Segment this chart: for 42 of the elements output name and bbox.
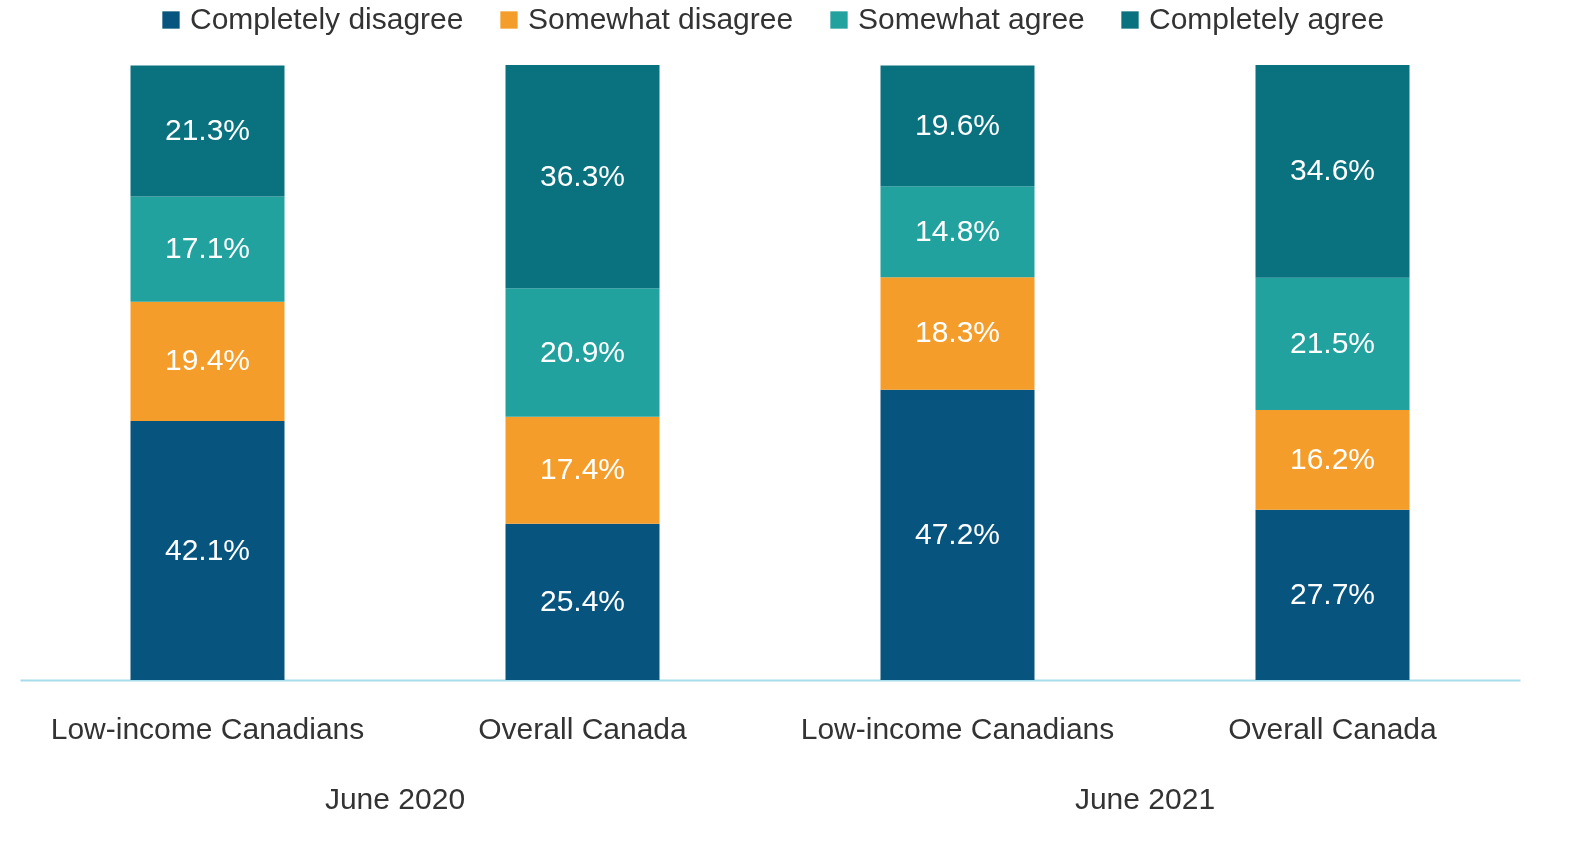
data-label: 17.1% — [164, 231, 251, 265]
bar — [505, 523, 660, 680]
data-label: 16.2% — [1289, 441, 1376, 475]
data-label: 19.6% — [914, 107, 1001, 141]
data-label: 18.3% — [914, 315, 1001, 349]
text: June 2021 — [1074, 782, 1216, 815]
bar — [505, 416, 660, 524]
data-label: 19.4% — [164, 343, 251, 377]
data-label: 25.4% — [539, 583, 626, 617]
data-label: 21.3% — [164, 113, 251, 147]
bar — [505, 65, 660, 289]
x-tick-label: Overall Canada — [1228, 711, 1438, 745]
data-label: 42.1% — [164, 532, 251, 566]
data-label: 47.2% — [914, 516, 1001, 550]
bar — [1255, 65, 1410, 278]
legend-label: Completely disagree — [190, 2, 464, 35]
data-label: 14.8% — [914, 213, 1001, 247]
x-tick-label: Overall Canada — [478, 711, 688, 745]
data-label: 17.4% — [539, 452, 626, 486]
data-label: 36.3% — [539, 158, 626, 192]
bar — [1255, 509, 1410, 680]
x-tick-label: Low-income Canadians — [50, 711, 365, 745]
data-label: 21.5% — [1289, 325, 1376, 359]
bar — [505, 288, 660, 417]
legend-label: Somewhat agree — [858, 2, 1085, 35]
bar — [880, 65, 1035, 187]
bar — [880, 186, 1035, 278]
bar — [130, 301, 285, 422]
x-tick-label: Low-income Canadians — [800, 711, 1115, 745]
text: June 2020 — [324, 782, 466, 815]
legend-label: Completely agree — [1149, 2, 1385, 35]
bar — [880, 277, 1035, 390]
data-label: 34.6% — [1289, 153, 1376, 187]
bar — [130, 421, 285, 680]
bar — [130, 196, 285, 302]
legend-label: Somewhat disagree — [528, 2, 794, 35]
data-label: 20.9% — [539, 334, 626, 368]
bar — [1255, 410, 1410, 510]
bar — [880, 389, 1035, 680]
bar — [130, 65, 285, 197]
data-label: 27.7% — [1289, 576, 1376, 610]
bar — [1255, 277, 1410, 411]
